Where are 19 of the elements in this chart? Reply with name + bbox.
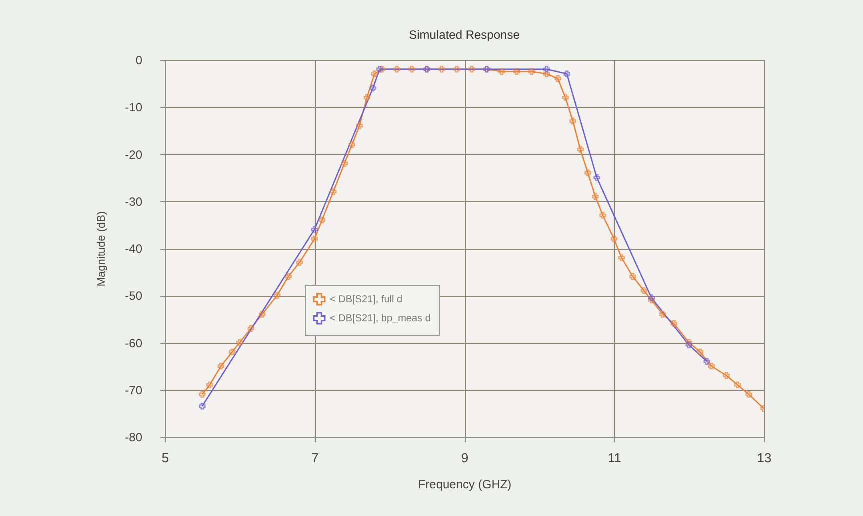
y-axis-title: Magnitude (dB) <box>96 211 108 287</box>
legend-label: < DB[S21], full d <box>330 294 403 306</box>
x-tick-label: 7 <box>312 450 319 466</box>
x-axis-title: Frequency (GHZ) <box>418 478 512 492</box>
x-tick-label: 9 <box>461 450 469 466</box>
y-tick-label: -60 <box>125 336 143 350</box>
chart-title: Simulated Response <box>409 28 520 42</box>
y-tick-label: -50 <box>125 289 143 304</box>
y-tick-label: -80 <box>125 430 143 444</box>
y-tick-label: -20 <box>125 148 143 162</box>
x-tick-label: 11 <box>608 450 622 466</box>
y-tick-label: -30 <box>125 194 143 209</box>
y-tick-label: -70 <box>125 383 143 398</box>
x-tick-label: 5 <box>162 450 170 466</box>
legend-label: < DB[S21], bp_meas d <box>330 314 431 324</box>
y-tick-label: -40 <box>125 242 143 256</box>
x-tick-label: 13 <box>757 450 772 466</box>
y-tick-label: 0 <box>136 54 143 68</box>
y-tick-label: -10 <box>125 100 143 115</box>
